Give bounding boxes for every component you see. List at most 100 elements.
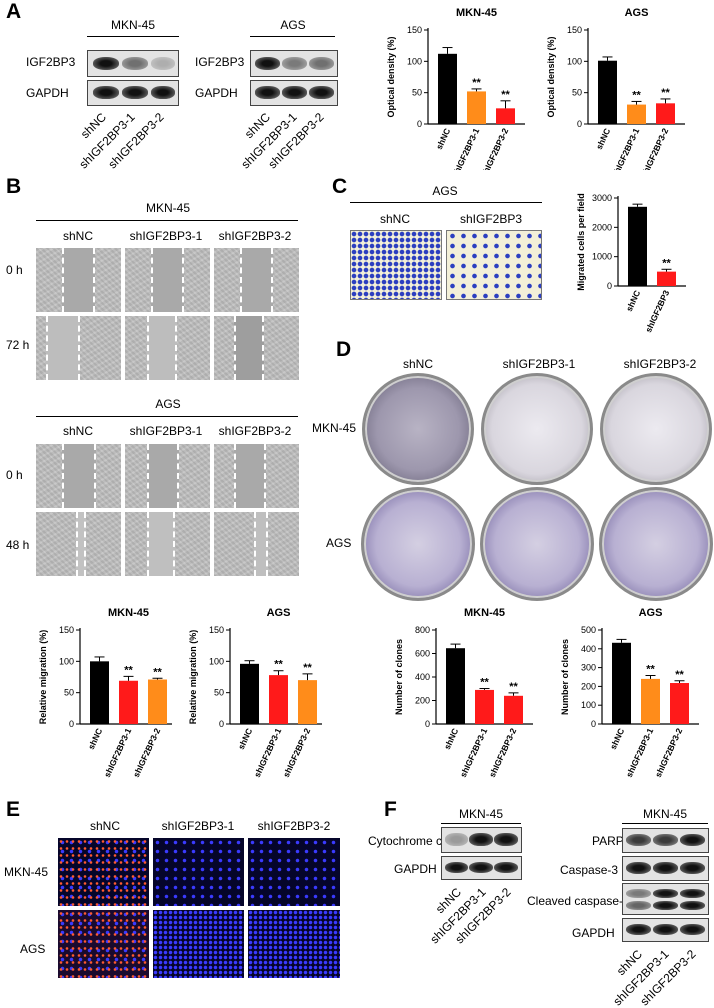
- row-label: 48 h: [6, 538, 30, 552]
- colony-dish: [599, 487, 713, 601]
- bar: [656, 103, 675, 124]
- panel-label-c: C: [332, 175, 348, 198]
- significance-label: **: [662, 257, 671, 269]
- blot-row-label: Cleaved caspase-3: [527, 894, 630, 908]
- significance-label: **: [303, 662, 312, 674]
- significance-label: **: [501, 89, 510, 101]
- x-tick-label: shIGF2BP3-1: [102, 726, 134, 778]
- wound-image: [36, 512, 121, 576]
- x-tick-label: shIGF2BP3-1: [624, 726, 656, 778]
- panel-label-e: E: [6, 798, 21, 821]
- significance-label: **: [124, 664, 133, 676]
- blot-row-label: PARP: [592, 834, 624, 848]
- significance-label: **: [675, 669, 684, 681]
- row-label: 72 h: [6, 338, 30, 352]
- y-axis-label: Optical density (%): [546, 36, 556, 117]
- significance-label: **: [632, 89, 641, 101]
- wound-image: [214, 248, 299, 312]
- row-label: 0 h: [6, 468, 23, 482]
- blot-title: MKN-45: [110, 18, 156, 32]
- chart-a-mkn45: MKN-45 Optical density (%) 0 50 100 150 shNC **…: [386, 7, 525, 170]
- column-label: shIGF2BP3-2: [623, 357, 697, 371]
- y-tick-label: 100: [209, 656, 224, 666]
- wound-image: [36, 316, 121, 380]
- western-blot-band-strip: [622, 856, 709, 881]
- y-tick-label: 600: [415, 649, 430, 659]
- wound-image: [36, 248, 121, 312]
- x-tick-label: shIGF2BP3-2: [479, 126, 511, 170]
- y-axis-label: Number of clones: [560, 639, 570, 715]
- y-tick-label: 800: [415, 625, 430, 635]
- x-tick-label: shIGF2BP3-1: [610, 126, 642, 170]
- group-title: AGS: [432, 184, 458, 198]
- chart-d-mkn45: MKN-45 Number of clones 0 200 400 600 800 shNC *…: [394, 607, 533, 779]
- western-blot-band-strip: [250, 50, 338, 77]
- chart-title: AGS: [639, 607, 663, 619]
- blot-row-label: Caspase-3: [560, 863, 619, 877]
- blot-row-label: Cytochrome c: [368, 834, 443, 848]
- colony-dish: [481, 373, 593, 485]
- y-axis-label: Relative migration (%): [38, 630, 48, 725]
- column-label: shIGF2BP3-2: [218, 229, 292, 243]
- bar: [598, 60, 617, 124]
- column-label: shNC: [62, 229, 94, 243]
- western-blot-band-strip: [250, 80, 338, 106]
- y-tick-label: 1000: [592, 252, 612, 262]
- bar: [269, 675, 288, 724]
- chart-c-ags: Migrated cells per field 0 1000 2000 3000 shN…: [576, 193, 686, 334]
- x-tick-label: shNC: [624, 289, 642, 313]
- row-label: MKN-45: [312, 421, 357, 435]
- significance-label: **: [274, 659, 283, 671]
- bar: [298, 680, 317, 724]
- y-tick-label: 400: [581, 644, 596, 654]
- western-blot-band-strip: [622, 828, 709, 853]
- y-tick-label: 2000: [592, 222, 612, 232]
- column-label: shIGF2BP3-1: [129, 229, 203, 243]
- fluorescence-image: [248, 910, 340, 978]
- bar: [504, 695, 523, 724]
- y-tick-label: 0: [417, 119, 422, 129]
- y-axis-label: Number of clones: [394, 639, 404, 715]
- group-title: MKN-45: [145, 201, 191, 215]
- significance-label: **: [480, 677, 489, 689]
- fluorescence-image: [58, 838, 149, 906]
- bar: [240, 663, 259, 724]
- x-tick-label: shIGF2BP3-1: [252, 726, 284, 778]
- y-axis-label: Migrated cells per field: [576, 193, 586, 291]
- bar: [628, 206, 647, 286]
- column-label: shIGF2BP3-1: [502, 357, 576, 371]
- group-title: AGS: [155, 397, 181, 411]
- wound-image: [36, 444, 121, 508]
- wound-image: [125, 512, 210, 576]
- y-tick-label: 400: [415, 672, 430, 682]
- blot-row-label: GAPDH: [26, 86, 69, 100]
- significance-label: **: [153, 666, 162, 678]
- significance-label: **: [509, 681, 518, 693]
- blot-row-label: GAPDH: [572, 926, 615, 940]
- fluorescence-image: [153, 910, 244, 978]
- blot-title: MKN-45: [642, 807, 688, 821]
- wound-image: [125, 444, 210, 508]
- chart-title: AGS: [267, 607, 291, 619]
- chart-title: MKN-45: [108, 607, 149, 619]
- column-label: shNC: [379, 212, 411, 226]
- y-axis-label: Relative migration (%): [188, 630, 198, 725]
- x-tick-label: shNC: [236, 727, 254, 751]
- column-label: shNC: [62, 424, 94, 438]
- bar: [446, 648, 465, 724]
- bar: [612, 642, 631, 724]
- column-label: shIGF2BP3: [459, 212, 523, 226]
- bar: [467, 91, 486, 124]
- wound-image: [125, 248, 210, 312]
- fluorescence-image: [58, 910, 149, 978]
- y-tick-label: 200: [581, 681, 596, 691]
- blot-row-label: IGF2BP3: [195, 55, 245, 69]
- y-tick-label: 3000: [592, 193, 612, 203]
- chart-a-ags: AGS Optical density (%) 0 50 100 150 shNC ** shI…: [546, 7, 685, 170]
- chart-b-ags: AGS Relative migration (%) 0 50 100 150 shNC **…: [188, 607, 322, 779]
- panel-label-a: A: [6, 0, 22, 23]
- bar: [90, 661, 109, 724]
- colony-dish: [480, 487, 594, 601]
- colony-dish: [600, 373, 712, 485]
- column-label: shIGF2BP3-1: [161, 819, 235, 833]
